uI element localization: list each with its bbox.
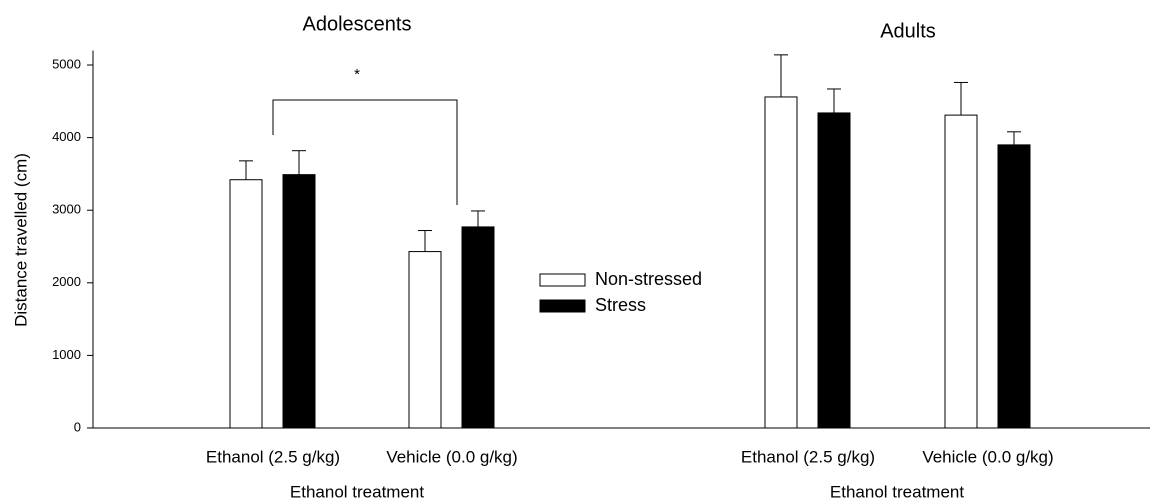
y-tick-label: 5000 [52,56,81,71]
legend-swatch [539,273,586,287]
significance-bracket [272,99,458,205]
x-axis-label: Ethanol treatment [830,482,964,501]
bar [997,144,1031,429]
y-tick-label: 0 [74,419,81,434]
y-tick-label: 1000 [52,347,81,362]
bar [817,112,851,429]
x-tick-label: Vehicle (0.0 g/kg) [922,447,1053,466]
bar [229,179,263,429]
legend-swatch [539,299,586,313]
chart-title: Adolescents [303,13,412,35]
y-tick-label: 4000 [52,129,81,144]
bar [764,96,798,429]
legend-label: Stress [595,295,646,315]
bar [461,226,495,429]
y-tick-label: 2000 [52,274,81,289]
y-tick-label: 3000 [52,202,81,217]
bar [408,251,442,429]
x-tick-label: Ethanol (2.5 g/kg) [741,447,875,466]
x-axis-label: Ethanol treatment [290,482,424,501]
x-tick-label: Vehicle (0.0 g/kg) [386,447,517,466]
legend-label: Non-stressed [595,269,702,289]
y-axis-label: Distance travelled (cm) [11,153,30,327]
bar [282,174,316,429]
x-tick-label: Ethanol (2.5 g/kg) [206,447,340,466]
chart-title: Adults [880,20,936,42]
bar [944,114,978,429]
significance-star: * [354,66,360,83]
